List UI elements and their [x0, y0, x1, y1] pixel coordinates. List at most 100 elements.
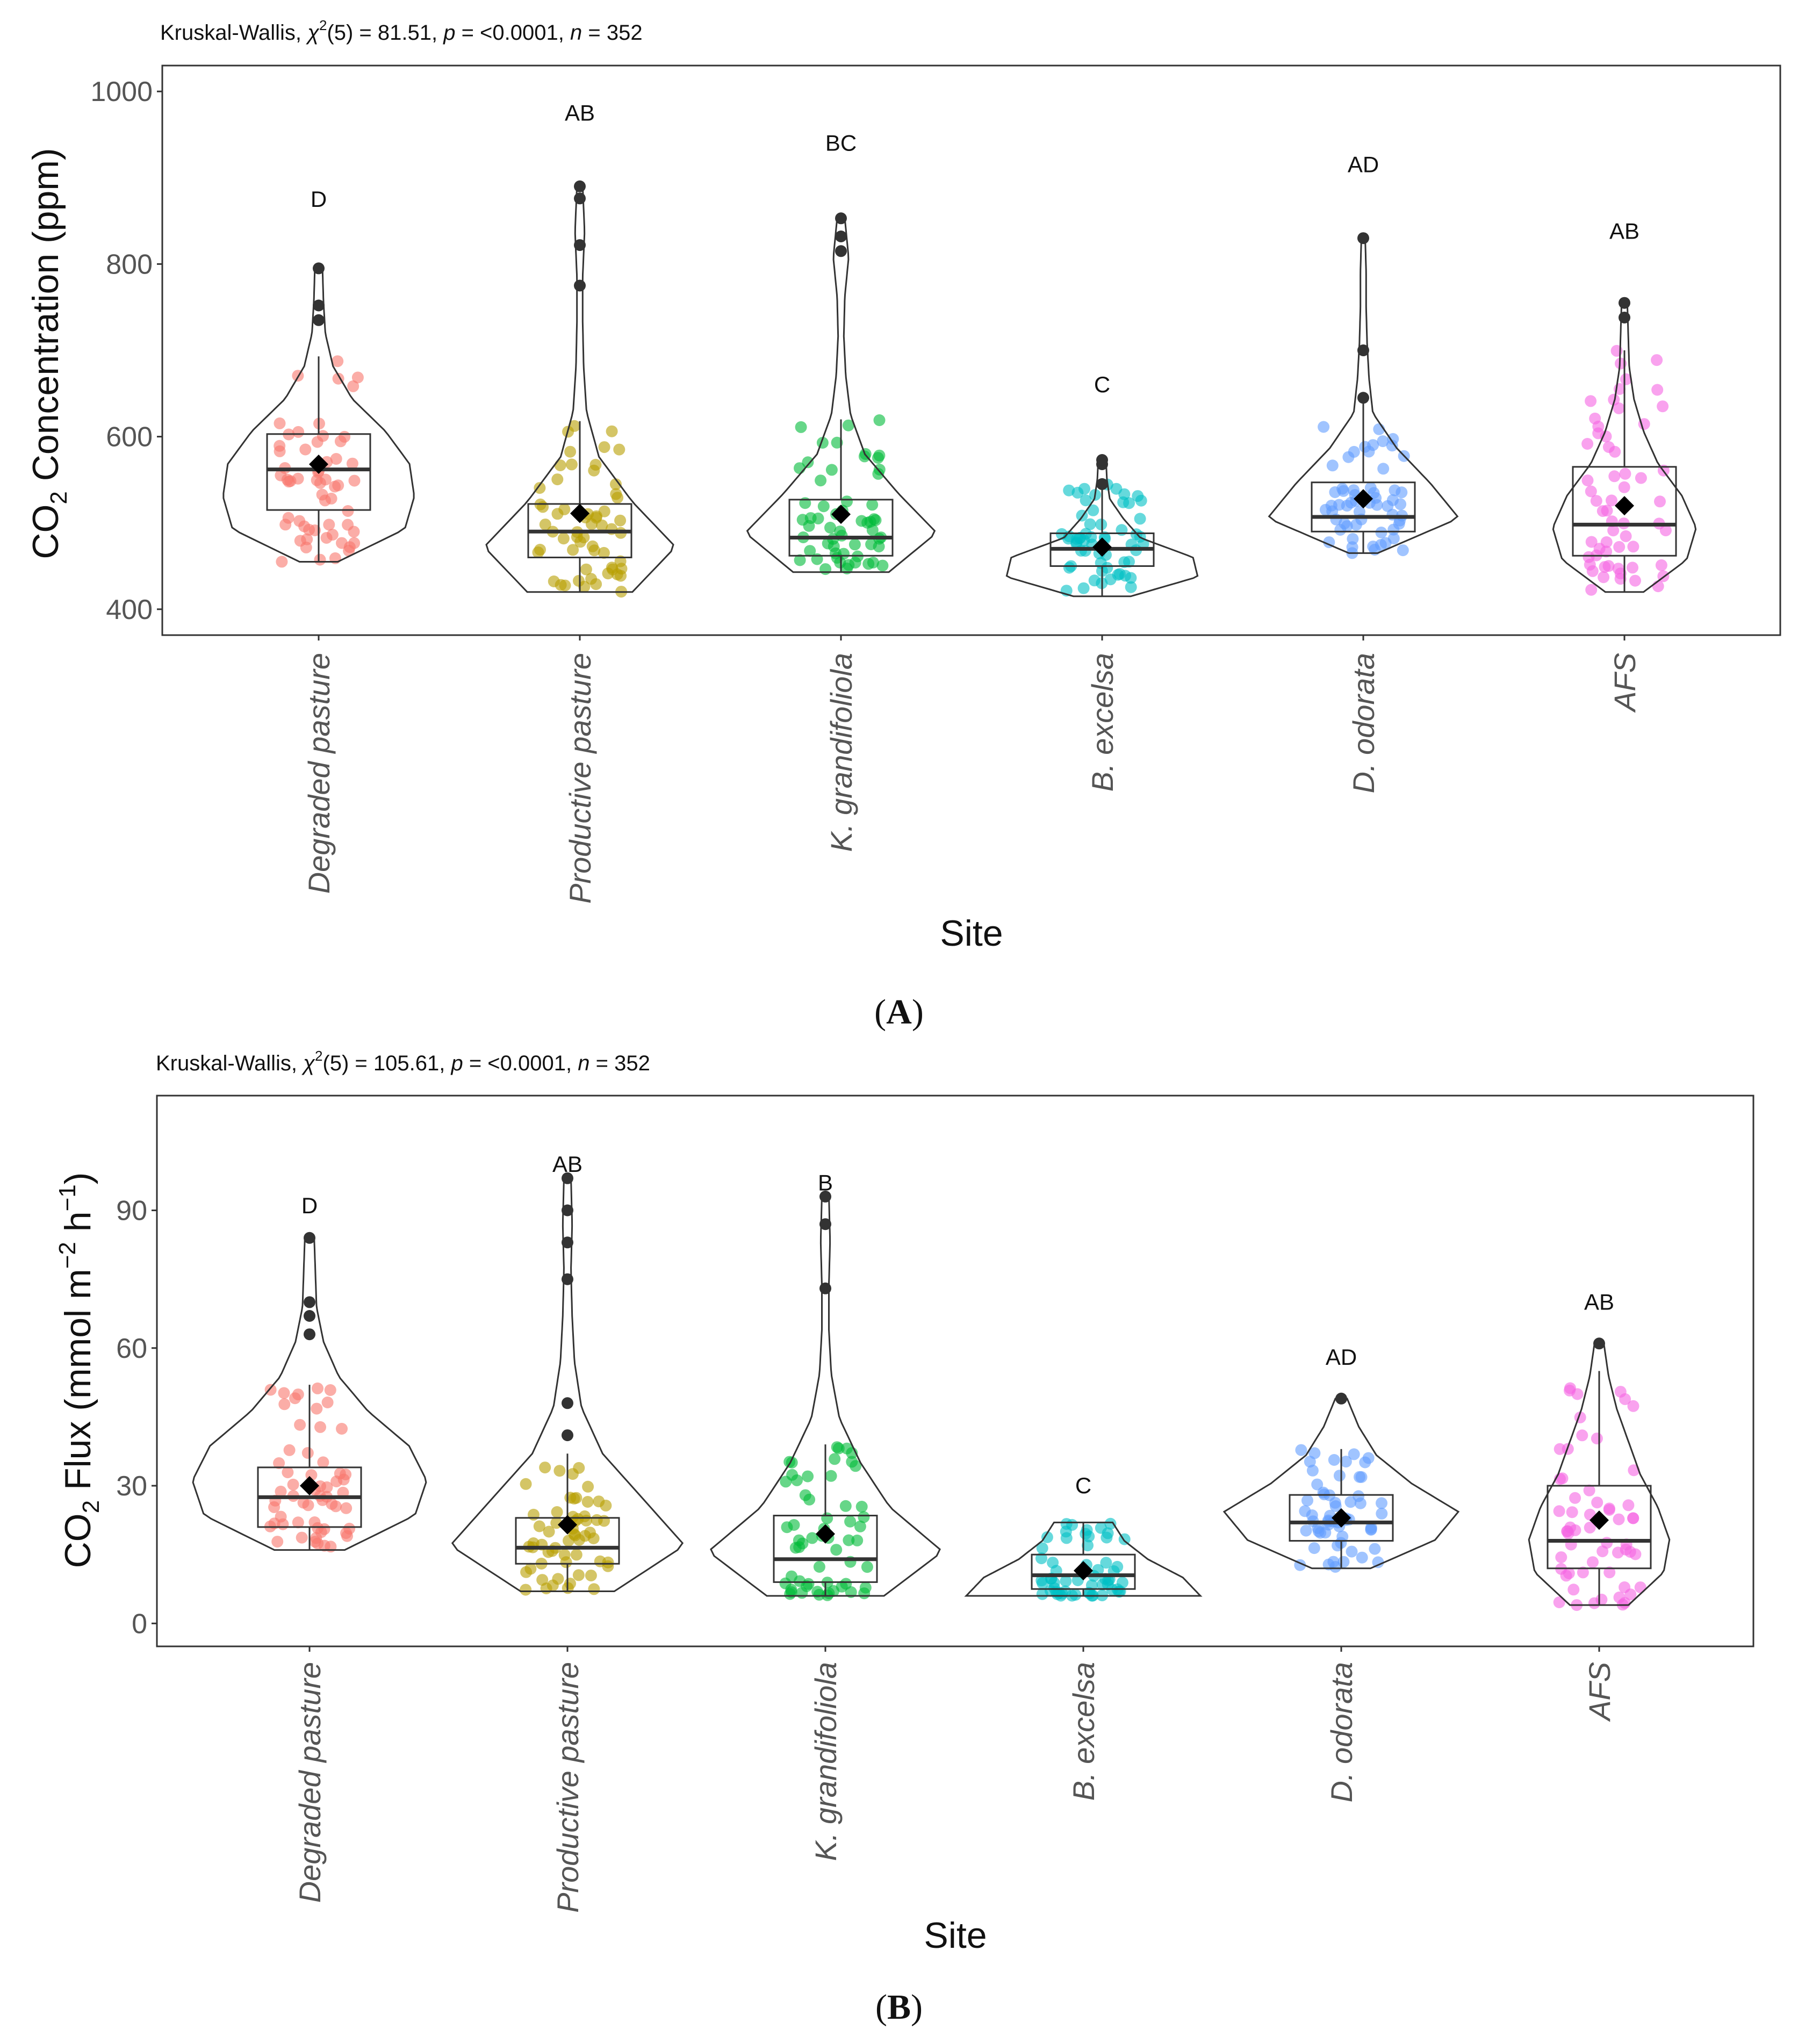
- panel-b-data-point: [1082, 1539, 1094, 1552]
- panel-a-data-point: [574, 536, 586, 548]
- panel-b-data-point: [563, 1535, 574, 1547]
- panel-a-data-point: [316, 488, 328, 501]
- panel-b-mean-marker: [1590, 1510, 1609, 1530]
- panel-a-data-point: [1655, 559, 1667, 571]
- panel-b-data-point: [1306, 1464, 1319, 1477]
- panel-b-data-point: [282, 1466, 294, 1479]
- panel-b-data-point: [1304, 1456, 1316, 1468]
- panel-a-data-point: [841, 495, 853, 508]
- panel-a-data-point: [858, 450, 871, 463]
- panel-b-data-point: [1295, 1444, 1307, 1456]
- panel-a-data-point: [1620, 373, 1632, 385]
- panel-a-data-point: [1116, 524, 1128, 536]
- panel-a-data-point: [311, 436, 323, 448]
- panel-a-data-point: [848, 538, 861, 551]
- panel-b-data-point: [1567, 1584, 1580, 1596]
- panel-b-outlier-point: [304, 1232, 315, 1244]
- panel-b-data-point: [1359, 1456, 1371, 1469]
- panel-a-outlier-point: [1096, 454, 1108, 466]
- panel-b-group-1: [192, 1232, 427, 1553]
- panel-b-mean-marker: [300, 1476, 319, 1496]
- panel-b-data-point: [321, 1397, 334, 1408]
- panel-b-data-point: [268, 1501, 281, 1513]
- panel-a-group-letter: BC: [825, 131, 857, 156]
- panel-b-outlier-point: [562, 1273, 573, 1285]
- panel-b-x-axis: Degraded pasture Productive pasture K. g…: [293, 1662, 1616, 1913]
- panel-b-data-point: [1634, 1581, 1646, 1594]
- panel-b-data-point: [830, 1544, 843, 1556]
- panel-a-data-point: [598, 441, 610, 454]
- panel-b-data-point: [1104, 1517, 1117, 1530]
- panel-a-data-point: [598, 505, 610, 517]
- panel-b-data-point: [271, 1536, 284, 1548]
- panel-a-outlier-point: [313, 262, 325, 275]
- panel-b-data-point: [598, 1515, 610, 1527]
- panel-a-data-point: [1590, 495, 1602, 507]
- panel-b-data-point: [278, 1398, 291, 1410]
- panel-a-data-point: [347, 380, 359, 392]
- panel-b-xtick-label: Productive pasture: [551, 1662, 585, 1913]
- panel-a-data-point: [1585, 536, 1598, 548]
- panel-a-outlier-point: [574, 279, 586, 292]
- panel-a-data-point: [1629, 574, 1641, 587]
- panel-a-data-point: [348, 526, 360, 538]
- panel-a-data-point: [329, 480, 341, 493]
- panel-a-data-point: [1581, 474, 1594, 487]
- panel-a-data-point: [539, 519, 551, 531]
- panel-b-data-point: [564, 1492, 577, 1504]
- panel-a-data-point: [1113, 568, 1126, 580]
- panel-a-data-point: [319, 473, 332, 486]
- panel-a-data-point: [1585, 485, 1597, 498]
- panel-b-xtick-label: D. odorata: [1325, 1662, 1358, 1803]
- panel-a-outlier-point: [574, 180, 586, 192]
- panel-a-data-point: [1387, 433, 1399, 445]
- panel-b-data-point: [1340, 1456, 1352, 1468]
- panel-b-data-point: [581, 1496, 594, 1508]
- panel-a-outlier-point: [835, 245, 847, 257]
- panel-a-data-point: [1627, 541, 1639, 553]
- panel-b-data-point: [336, 1423, 348, 1435]
- panel-b-data-point: [1628, 1464, 1640, 1477]
- panel-b-group-6: [1528, 1337, 1671, 1611]
- panel-a-data-point: [610, 478, 622, 491]
- panel-b-data-point: [277, 1518, 289, 1530]
- panel-b-data-point: [560, 1556, 572, 1568]
- panel-a-data-point: [1396, 486, 1408, 499]
- panel-b-data-point: [582, 1480, 594, 1493]
- panel-b-data-point: [836, 1580, 848, 1593]
- panel-a-data-point: [1346, 541, 1358, 553]
- panel-b-data-point: [1369, 1543, 1381, 1555]
- panel-a-data-point: [1104, 573, 1117, 586]
- panel-b-data-point: [844, 1515, 857, 1528]
- panel-b-data-point: [572, 1569, 585, 1581]
- panel-a-data-point: [1087, 504, 1099, 516]
- panel-a-outlier-point: [1357, 392, 1369, 404]
- panel-b-data-point: [1060, 1525, 1072, 1538]
- panel-a-data-point: [1367, 541, 1379, 553]
- panel-b-data-point: [520, 1478, 532, 1490]
- panel-a-plot-area: [161, 64, 1781, 636]
- panel-b-data-point: [593, 1495, 605, 1508]
- panel-a-data-point: [1363, 445, 1375, 458]
- panel-a-xtick-label: Degraded pasture: [302, 653, 336, 894]
- panel-b-data-point: [854, 1520, 866, 1532]
- panel-b-data-point: [811, 1586, 824, 1598]
- panel-b-data-point: [533, 1520, 545, 1532]
- panel-a-data-point: [1377, 435, 1389, 448]
- panel-b-data-point: [846, 1456, 858, 1468]
- panel-b-data-point: [310, 1532, 322, 1544]
- panel-a-data-point: [343, 541, 356, 553]
- panel-b-data-point: [302, 1499, 314, 1512]
- panel-a-data-point: [1613, 402, 1625, 414]
- panel-b-data-point: [780, 1476, 792, 1488]
- panel-b-data-point: [839, 1500, 852, 1512]
- panel-a-data-point: [276, 556, 288, 568]
- panel-b-data-point: [543, 1525, 555, 1538]
- panel-b-outlier-point: [562, 1236, 573, 1249]
- panel-b-data-point: [1613, 1513, 1625, 1525]
- panel-a-ytick-label: 800: [106, 249, 153, 280]
- panel-a-data-point: [1318, 421, 1330, 433]
- panel-b-data-point: [324, 1384, 336, 1396]
- panel-b-data-point: [821, 1512, 833, 1524]
- panel-b-group-2: [451, 1172, 684, 1596]
